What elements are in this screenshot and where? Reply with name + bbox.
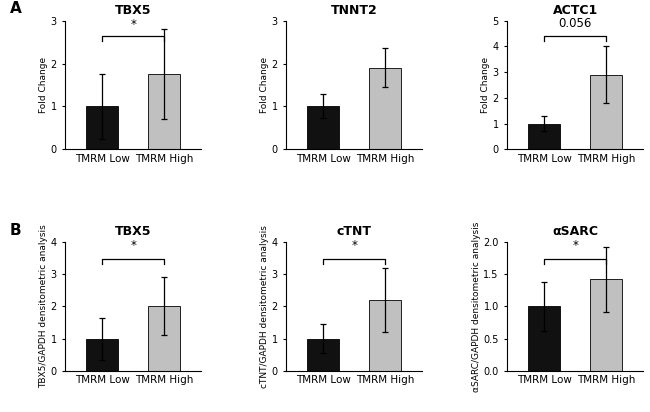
- Text: *: *: [573, 239, 578, 252]
- Bar: [590, 279, 623, 371]
- Title: cTNT: cTNT: [337, 225, 372, 238]
- Title: TBX5: TBX5: [115, 225, 151, 238]
- Title: ACTC1: ACTC1: [552, 4, 598, 16]
- Bar: [369, 300, 402, 371]
- Text: *: *: [351, 239, 358, 252]
- Bar: [148, 74, 180, 150]
- Bar: [307, 106, 339, 150]
- Bar: [590, 75, 623, 150]
- Text: *: *: [130, 239, 136, 252]
- Bar: [528, 307, 560, 371]
- Y-axis label: Fold Change: Fold Change: [259, 57, 268, 113]
- Bar: [369, 68, 402, 150]
- Bar: [86, 339, 118, 371]
- Y-axis label: Fold Change: Fold Change: [38, 57, 47, 113]
- Title: TBX5: TBX5: [115, 4, 151, 16]
- Bar: [307, 339, 339, 371]
- Text: B: B: [10, 223, 21, 238]
- Text: *: *: [130, 18, 136, 31]
- Text: 0.056: 0.056: [558, 16, 592, 30]
- Bar: [86, 106, 118, 150]
- Y-axis label: Fold Change: Fold Change: [481, 57, 489, 113]
- Y-axis label: TBX5/GAPDH densitometric analysis: TBX5/GAPDH densitometric analysis: [38, 225, 47, 388]
- Title: αSARC: αSARC: [552, 225, 598, 238]
- Title: TNNT2: TNNT2: [331, 4, 378, 16]
- Y-axis label: αSARC/GAPDH densitometric analysis: αSARC/GAPDH densitometric analysis: [472, 221, 480, 392]
- Y-axis label: cTNT/GAPDH densitometric analysis: cTNT/GAPDH densitometric analysis: [259, 225, 268, 388]
- Bar: [528, 124, 560, 150]
- Bar: [148, 307, 180, 371]
- Text: A: A: [10, 2, 21, 16]
